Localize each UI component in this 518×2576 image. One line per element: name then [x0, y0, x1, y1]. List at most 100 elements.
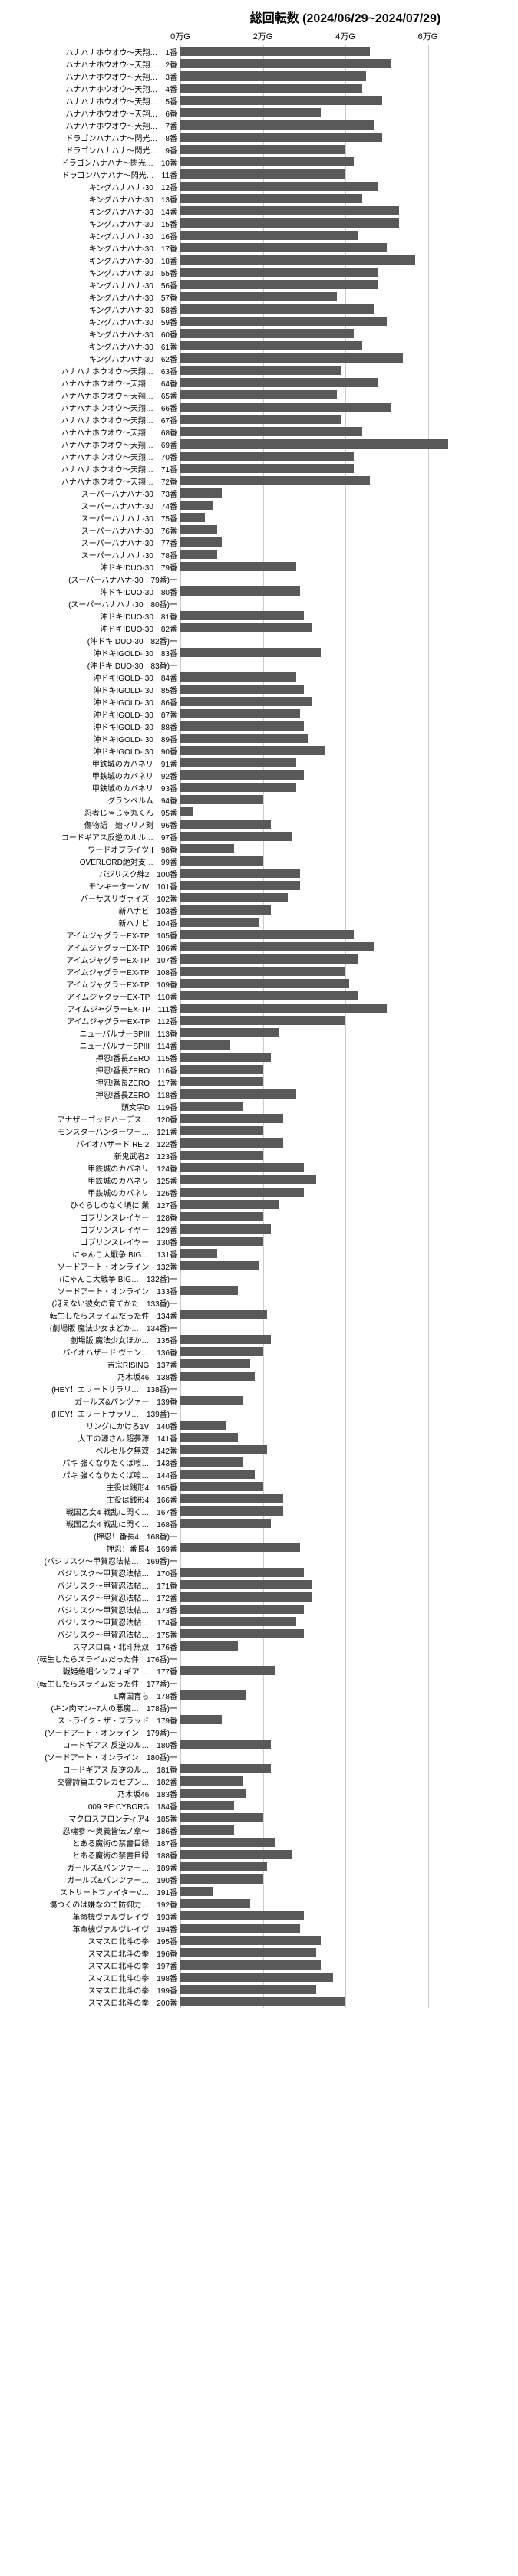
bar-cell [180, 1948, 510, 1957]
bar [180, 807, 193, 816]
bar [180, 1077, 263, 1086]
bar-cell [180, 1004, 510, 1013]
bar-label: ストライク・ザ・ブラッド 179番 [8, 1714, 180, 1726]
bar-cell [180, 1163, 510, 1172]
bar-row: ストリートファイターV… 191番 [8, 1885, 510, 1898]
bar [180, 157, 354, 166]
bar-cell [180, 157, 510, 166]
bar-cell [180, 1065, 510, 1074]
bar-cell [180, 1347, 510, 1356]
bar-cell [180, 930, 510, 939]
bar [180, 893, 288, 902]
bar-row: 押忍！番長4 169番 [8, 1542, 510, 1554]
bar-label: キングハナハナ-30 62番 [8, 353, 180, 364]
bar [180, 292, 337, 301]
bar-label: (にゃんこ大戦争 BIG… 132番)ー [8, 1273, 180, 1284]
bar-row: コードギアス 反逆のル… 180番 [8, 1738, 510, 1750]
bar-label: ニューパルサーSPIII 113番 [8, 1027, 180, 1039]
bar-cell [180, 182, 510, 191]
bar-label: スマスロ北斗の拳 197番 [8, 1960, 180, 1971]
bar-row: ニューパルサーSPIII 114番 [8, 1039, 510, 1051]
bar-cell [180, 955, 510, 964]
bar [180, 1506, 283, 1516]
bar-label: キングハナハナ-30 56番 [8, 279, 180, 291]
bar-cell [180, 1384, 510, 1393]
bar-cell [180, 1482, 510, 1491]
bar-cell [180, 1016, 510, 1025]
bar [180, 979, 349, 988]
bar-label: 沖ドキ!GOLD- 30 90番 [8, 745, 180, 757]
bar-row: 主役は銭形4 166番 [8, 1493, 510, 1505]
bar-cell [180, 317, 510, 326]
bar-label: キングハナハナ-30 58番 [8, 304, 180, 315]
bar [180, 1286, 238, 1295]
bar-row: 新鬼武者2 123番 [8, 1149, 510, 1162]
bar-cell [180, 881, 510, 890]
bar-label: (HEY！エリートサラリ… 139番)ー [8, 1408, 180, 1419]
bar-label: 甲鉄城のカバネリ 126番 [8, 1187, 180, 1198]
bar-row: OVERLORD絶対支… 99番 [8, 855, 510, 867]
bar [180, 1519, 271, 1528]
bar-label: スーパーハナハナ-30 77番 [8, 537, 180, 548]
bar-row: L南国育ち 178番 [8, 1689, 510, 1701]
bar [180, 1813, 263, 1822]
bar-row: キングハナハナ-30 14番 [8, 205, 510, 217]
bar [180, 464, 354, 473]
bar-label: バジリスク～甲賀忍法帖… 170番 [8, 1567, 180, 1579]
bar-row: バジリスク～甲賀忍法帖… 170番 [8, 1566, 510, 1579]
bar [180, 648, 321, 657]
bar-cell [180, 550, 510, 559]
bar-cell [180, 636, 510, 645]
bar [180, 967, 345, 976]
bar-label: バイオハザード RE:2 122番 [8, 1138, 180, 1149]
bar-cell [180, 513, 510, 522]
bar-row: ストライク・ザ・ブラッド 179番 [8, 1714, 510, 1726]
bar [180, 1445, 267, 1454]
bar-label: 押忍！番長4 169番 [8, 1543, 180, 1554]
bar-label: ひぐらしのなく頃に 業 127番 [8, 1199, 180, 1211]
bar-cell [180, 562, 510, 571]
bar-label: 009 RE:CYBORG 184番 [8, 1800, 180, 1812]
bar-label: アイムジャグラーEX-TP 109番 [8, 978, 180, 990]
bar-label: スマスロ北斗の拳 195番 [8, 1935, 180, 1947]
bar-cell [180, 1040, 510, 1050]
bar-row: ドラゴンハナハナ～閃光… 9番 [8, 143, 510, 156]
bar-row: キングハナハナ-30 15番 [8, 217, 510, 229]
bar-cell [180, 734, 510, 743]
bar-cell [180, 905, 510, 915]
bar-cell [180, 108, 510, 117]
bar-label: (劇場版 魔法少女まどか… 134番)ー [8, 1322, 180, 1333]
bar-row: 大工の源さん 超夢源 141番 [8, 1431, 510, 1444]
plot-area: ハナハナホウオウ～天翔… 1番ハナハナホウオウ～天翔… 2番ハナハナホウオウ～天… [8, 45, 510, 2008]
bar-row: キングハナハナ-30 18番 [8, 254, 510, 266]
bar-label: ハナハナホウオウ～天翔… 67番 [8, 414, 180, 426]
bar-label: 主役は銭形4 165番 [8, 1481, 180, 1493]
bar-label: 大工の源さん 超夢源 141番 [8, 1432, 180, 1444]
bar-label: (キン肉マン~7人の悪魔… 178番)ー [8, 1702, 180, 1714]
bar-row: コードギアス 反逆のル… 181番 [8, 1763, 510, 1775]
bar-cell [180, 967, 510, 976]
chart-container: 総回転数 (2024/06/29~2024/07/29) 0万G2万G4万G6万… [8, 8, 510, 2008]
bar-cell [180, 1543, 510, 1552]
bar-cell [180, 1200, 510, 1209]
bar-label: スーパーハナハナ-30 73番 [8, 488, 180, 499]
bar-cell [180, 1028, 510, 1037]
bar [180, 1310, 267, 1319]
bar [180, 1764, 271, 1773]
bar-cell [180, 1273, 510, 1283]
bar-row: スマスロ北斗の拳 197番 [8, 1959, 510, 1971]
bar [180, 329, 354, 338]
bar [180, 746, 325, 755]
bar-row: アイムジャグラーEX-TP 106番 [8, 941, 510, 953]
bar [180, 672, 296, 682]
bar-row: ニューパルサーSPIII 113番 [8, 1027, 510, 1039]
bar-cell [180, 758, 510, 767]
bar [180, 182, 378, 191]
bar-label: にゃんこ大戦争 BIG… 131番 [8, 1248, 180, 1260]
bar-row: バーサスリヴァイズ 102番 [8, 892, 510, 904]
bar-row: バジリスク～甲賀忍法帖… 175番 [8, 1628, 510, 1640]
bar-cell [180, 1850, 510, 1859]
bar [180, 1138, 283, 1148]
bar-row: (スーパーハナハナ-30 80番)ー [8, 597, 510, 610]
bar-label: 押忍!番長ZERO 118番 [8, 1089, 180, 1100]
